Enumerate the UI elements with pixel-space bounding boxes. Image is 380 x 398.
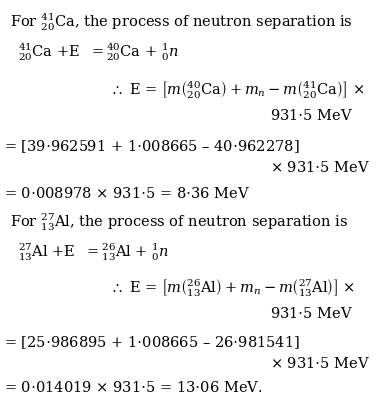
- Text: $\therefore$ E = $\left[m\left(^{26}_{13}\mathrm{Al}\right) + m_n - m\left(^{27}: $\therefore$ E = $\left[m\left(^{26}_{13…: [110, 278, 355, 299]
- Text: 931$\cdot$5 MeV: 931$\cdot$5 MeV: [270, 306, 353, 321]
- Text: $\therefore$ E = $\left[m\left(^{40}_{20}\mathrm{Ca}\right) + m_n - m\left(^{41}: $\therefore$ E = $\left[m\left(^{40}_{20…: [110, 80, 364, 101]
- Text: = [39$\cdot$962591 + 1$\cdot$008665 – 40$\cdot$962278]: = [39$\cdot$962591 + 1$\cdot$008665 – 40…: [4, 138, 299, 155]
- Text: = 0$\cdot$008978 $\times$ 931$\cdot$5 = 8$\cdot$36 MeV: = 0$\cdot$008978 $\times$ 931$\cdot$5 = …: [4, 186, 250, 201]
- Text: For $^{27}_{13}$Al, the process of neutron separation is: For $^{27}_{13}$Al, the process of neutr…: [10, 212, 348, 233]
- Text: $\times$ 931$\cdot$5 MeV: $\times$ 931$\cdot$5 MeV: [270, 356, 370, 371]
- Text: = 0$\cdot$014019 $\times$ 931$\cdot$5 = 13$\cdot$06 MeV.: = 0$\cdot$014019 $\times$ 931$\cdot$5 = …: [4, 380, 263, 395]
- Text: $\times$ 931$\cdot$5 MeV: $\times$ 931$\cdot$5 MeV: [270, 160, 370, 175]
- Text: $^{41}_{20}$Ca +E  $=^{40}_{20}$Ca + $^{1}_{0}n$: $^{41}_{20}$Ca +E $=^{40}_{20}$Ca + $^{1…: [18, 42, 179, 63]
- Text: 931$\cdot$5 MeV: 931$\cdot$5 MeV: [270, 108, 353, 123]
- Text: For $^{41}_{20}$Ca, the process of neutron separation is: For $^{41}_{20}$Ca, the process of neutr…: [10, 12, 353, 33]
- Text: = [25$\cdot$986895 + 1$\cdot$008665 – 26$\cdot$981541]: = [25$\cdot$986895 + 1$\cdot$008665 – 26…: [4, 334, 300, 351]
- Text: $^{27}_{13}$Al +E  $=^{26}_{13}$Al + $^{1}_{0}n$: $^{27}_{13}$Al +E $=^{26}_{13}$Al + $^{1…: [18, 242, 169, 263]
